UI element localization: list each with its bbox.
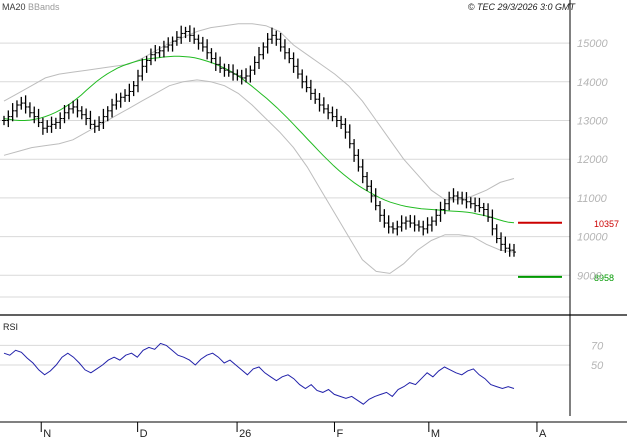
x-tick-label: 26: [239, 428, 251, 440]
bollinger-upper: [3, 23, 515, 201]
x-tick-label: M: [431, 428, 440, 440]
price-levels: 10357 8958: [518, 219, 619, 283]
y-tick-label: 10000: [577, 232, 608, 244]
rsi-tick-label: 70: [591, 340, 604, 352]
bollinger-bands: [3, 23, 515, 274]
y-tick-label: 12000: [577, 154, 608, 166]
y-tick-label: 13000: [577, 115, 608, 127]
rsi-line: [3, 342, 515, 405]
y-tick-label: 15000: [577, 38, 608, 50]
x-tick-label: A: [539, 428, 547, 440]
legend-ma20: MA20: [2, 2, 26, 12]
timestamp: © TEC 29/3/2026 3:0 GMT: [468, 2, 577, 12]
ma20-line: [3, 55, 515, 224]
rsi-panel: [3, 342, 515, 405]
rsi-tick-label: 50: [591, 360, 604, 372]
y-tick-label: 9000: [577, 270, 602, 282]
y-tick-label: 14000: [577, 77, 608, 89]
bollinger-lower: [3, 79, 515, 274]
moving-average: [3, 55, 515, 224]
x-tick-label: N: [43, 428, 51, 440]
y-tick-label: 11000: [577, 193, 608, 205]
x-tick-label: D: [140, 428, 148, 440]
level-label: 10357: [594, 219, 619, 229]
x-tick-label: F: [336, 428, 343, 440]
legend-bbands: BBands: [28, 2, 60, 12]
price-bars: [2, 25, 516, 257]
level-label: 8958: [594, 273, 614, 283]
rsi-label: RSI: [3, 322, 18, 332]
